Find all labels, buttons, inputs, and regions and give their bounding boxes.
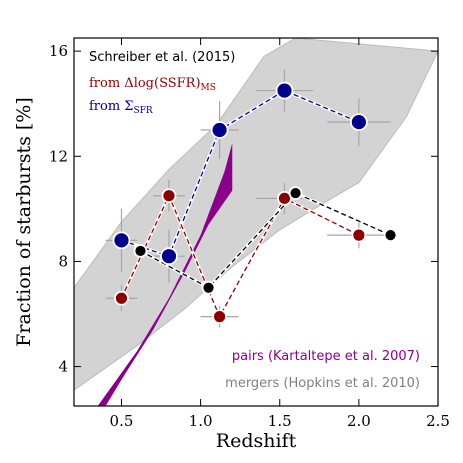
red-series-point — [351, 227, 367, 243]
series-layer — [105, 69, 398, 328]
x-tick-label: 2.5 — [426, 412, 450, 430]
black-series-point — [383, 228, 398, 243]
x-tick-label: 2.0 — [347, 412, 371, 430]
plot-frame — [73, 37, 439, 407]
red-series-point — [161, 188, 177, 204]
y-axis-title: Fraction of starbursts [%] — [13, 97, 35, 347]
mergers-band — [74, 38, 438, 391]
red-series-point — [277, 190, 292, 206]
legend-entry-red: from Δlog(SSFR)MS — [89, 76, 216, 93]
y-tick-label: 12 — [49, 147, 68, 165]
blue-series-point — [349, 113, 368, 132]
x-tick-label: 0.5 — [110, 412, 134, 430]
blue-series-point — [112, 231, 131, 250]
y-tick-label: 8 — [58, 252, 68, 270]
x-tick-label: 1.0 — [189, 412, 213, 430]
plot-area — [74, 38, 438, 406]
black-series-line — [140, 192, 391, 289]
x-tick-label: 1.5 — [268, 412, 292, 430]
red-series-point — [114, 290, 129, 306]
axis-ticks: 0.5 1.0 1.5 2.0 2.5 4 8 12 16 — [49, 38, 450, 430]
legend: Schreiber et al. (2015) from Δlog(SSFR)M… — [89, 50, 235, 116]
black-series-point — [288, 186, 303, 200]
y-tick-label: 4 — [58, 358, 68, 376]
mergers-annotation: mergers (Hopkins et al. 2010) — [225, 376, 420, 391]
pairs-annotation: pairs (Kartaltepe et al. 2007) — [232, 349, 420, 364]
blue-series-point — [160, 247, 178, 266]
blue-series-point — [210, 121, 229, 139]
red-series-point — [212, 309, 228, 325]
black-series-point — [133, 244, 148, 258]
x-axis-title: Redshift — [216, 430, 297, 452]
blue-series-point — [275, 81, 294, 100]
legend-entry-blue: from ΣSFR — [89, 99, 153, 116]
legend-heading: Schreiber et al. (2015) — [89, 50, 235, 65]
black-series-point — [201, 280, 216, 295]
y-tick-label: 16 — [49, 42, 68, 60]
